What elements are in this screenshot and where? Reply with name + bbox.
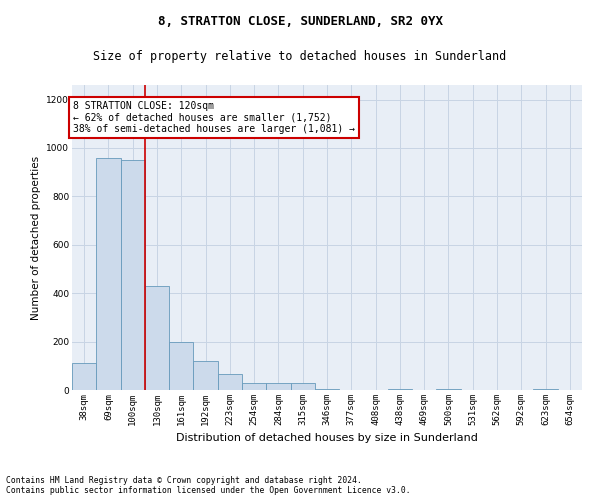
Bar: [242, 382, 266, 390]
Bar: [290, 382, 315, 390]
Bar: [266, 382, 290, 390]
Text: 8 STRATTON CLOSE: 120sqm
← 62% of detached houses are smaller (1,752)
38% of sem: 8 STRATTON CLOSE: 120sqm ← 62% of detach…: [73, 100, 355, 134]
Text: Contains HM Land Registry data © Crown copyright and database right 2024.
Contai: Contains HM Land Registry data © Crown c…: [6, 476, 410, 495]
Bar: [96, 158, 121, 390]
X-axis label: Distribution of detached houses by size in Sunderland: Distribution of detached houses by size …: [176, 434, 478, 444]
Text: 8, STRATTON CLOSE, SUNDERLAND, SR2 0YX: 8, STRATTON CLOSE, SUNDERLAND, SR2 0YX: [157, 15, 443, 28]
Bar: [193, 361, 218, 390]
Bar: [169, 342, 193, 390]
Text: Size of property relative to detached houses in Sunderland: Size of property relative to detached ho…: [94, 50, 506, 63]
Bar: [533, 389, 558, 390]
Bar: [388, 389, 412, 390]
Bar: [121, 160, 145, 390]
Bar: [145, 286, 169, 390]
Bar: [436, 389, 461, 390]
Bar: [218, 374, 242, 390]
Bar: [315, 389, 339, 390]
Bar: [72, 364, 96, 390]
Y-axis label: Number of detached properties: Number of detached properties: [31, 156, 41, 320]
